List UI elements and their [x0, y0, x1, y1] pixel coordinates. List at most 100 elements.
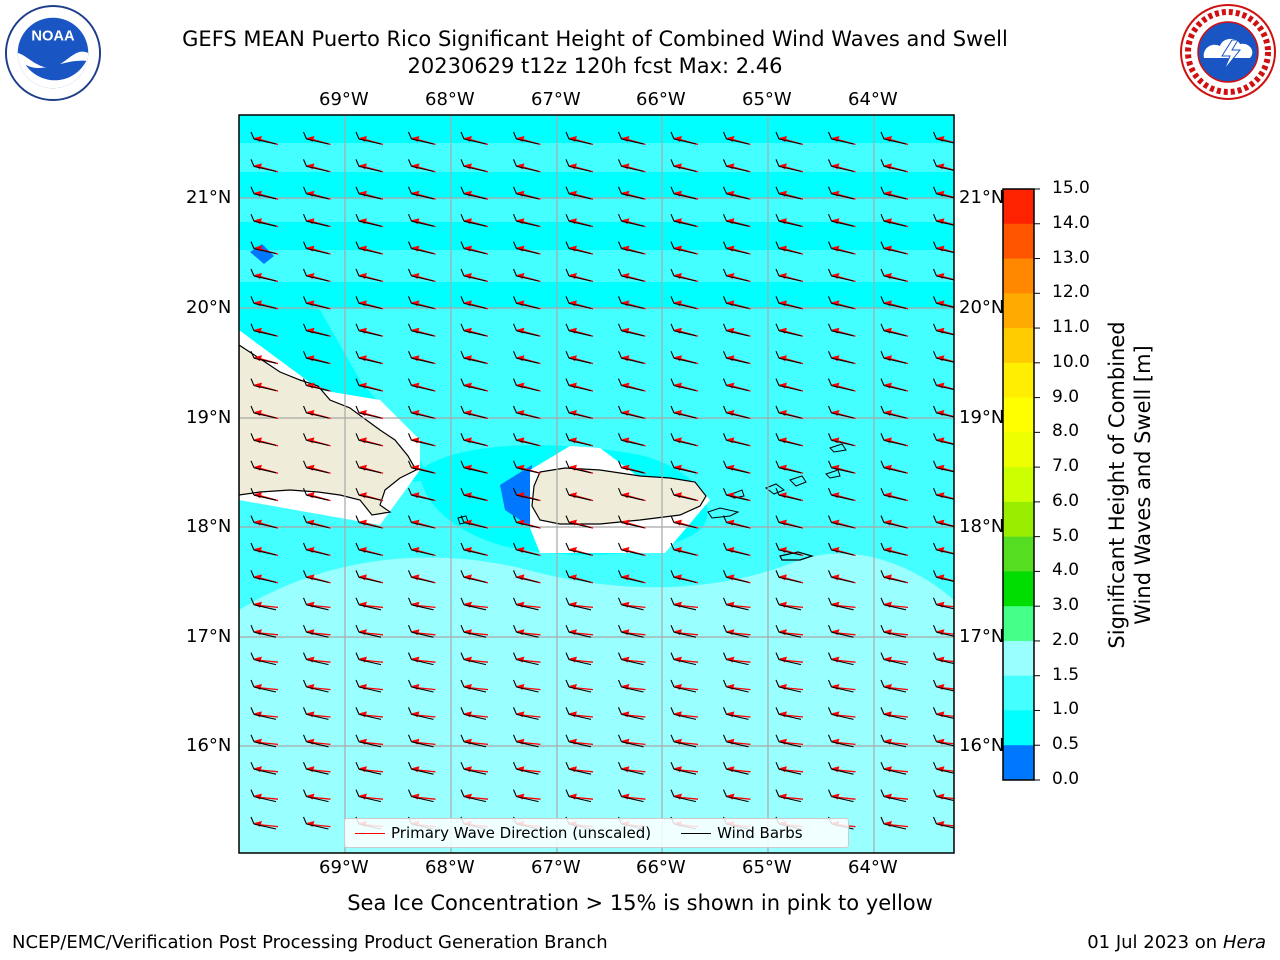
wind-barb [565, 707, 592, 720]
wind-barb [670, 679, 697, 693]
wind-barb [617, 405, 644, 419]
wind-barb [827, 131, 854, 145]
wind-barb [722, 350, 749, 364]
wind-barb [932, 487, 954, 500]
colorbar-tick-label: 9.0 [1052, 386, 1080, 407]
wind-barb [355, 296, 382, 309]
wind-barb [827, 707, 854, 720]
wind-barb [460, 323, 487, 337]
wind-barb [565, 378, 592, 392]
wind-barb [775, 707, 802, 720]
wind-barb [932, 433, 954, 445]
wind-barb [407, 624, 434, 638]
wind-barb [932, 213, 954, 226]
wind-barb [302, 487, 329, 501]
wind-barb [302, 624, 329, 638]
wind-barb [565, 159, 592, 172]
wind-barb [250, 515, 277, 529]
wind-barb [827, 323, 854, 337]
wind-barb [670, 734, 697, 748]
wind-barb [407, 515, 434, 529]
colorbar-swatch [1003, 432, 1034, 468]
colorbar-swatch [1003, 606, 1034, 642]
wind-barb [670, 296, 697, 309]
wind-barb [302, 323, 329, 337]
wind-barb [460, 624, 487, 638]
wind-barb [617, 624, 644, 638]
lon-tick-bottom: 65°W [742, 857, 792, 878]
wind-barb [355, 186, 382, 200]
lat-tick-right: 18°N [959, 516, 1005, 537]
wind-barb [460, 515, 487, 529]
colorbar-swatch [1003, 501, 1034, 538]
wind-barb [565, 131, 592, 145]
wind-barb [407, 679, 434, 693]
wind-barb [565, 789, 592, 803]
wind-barb [670, 241, 697, 255]
colorbar-swatch [1003, 362, 1034, 399]
lon-tick-top: 65°W [742, 89, 792, 110]
wind-barb [460, 433, 487, 446]
wind-barb [250, 652, 277, 666]
wind-barb [460, 213, 487, 227]
wind-barb [932, 323, 954, 336]
wind-barb [512, 707, 539, 720]
wind-barb [880, 268, 907, 282]
wind-barb [355, 570, 382, 583]
wind-barb [565, 487, 592, 501]
wind-barb [512, 213, 539, 227]
wind-barb [670, 268, 697, 282]
wind-barb [302, 570, 329, 583]
wind-barb [460, 570, 487, 583]
wind-barb [932, 570, 954, 582]
wind-barb [355, 515, 382, 529]
wind-barb [880, 241, 907, 255]
wind-barb [302, 213, 329, 227]
wind-barb [880, 323, 907, 337]
wind-barb [775, 597, 802, 611]
chart-title: GEFS MEAN Puerto Rico Significant Height… [182, 27, 1008, 51]
wind-barb [407, 789, 434, 803]
colorbar-tick-label: 2.0 [1052, 629, 1080, 650]
wind-barb [617, 679, 644, 693]
wind-barb [617, 460, 644, 474]
wind-barb [250, 542, 277, 556]
wind-barb [775, 213, 802, 227]
wind-barb [512, 350, 539, 364]
wind-barb [302, 761, 329, 775]
wind-barb [880, 652, 907, 666]
wind-barb [722, 131, 749, 145]
wind-barb [250, 378, 277, 392]
wind-barb [407, 405, 434, 419]
wind-barb [617, 350, 644, 364]
map-frame [238, 114, 955, 854]
wind-barb [302, 186, 329, 200]
wind-barb [775, 433, 802, 446]
wind-barb [827, 350, 854, 364]
wind-barb [407, 570, 434, 583]
wind-barb [670, 761, 697, 775]
wind-barb [827, 460, 854, 474]
wind-barb [775, 652, 802, 666]
wind-barb [932, 761, 954, 774]
wind-barb [512, 789, 539, 803]
wind-barb [775, 679, 802, 693]
wind-barb [407, 652, 434, 666]
wind-barb [512, 679, 539, 693]
wind-barb [880, 542, 907, 556]
wind-barb [250, 570, 277, 583]
wind-barb [722, 789, 749, 803]
wind-barb [565, 213, 592, 227]
colorbar-tick-label: 4.0 [1052, 560, 1080, 581]
wind-barb [670, 213, 697, 227]
wind-barb [407, 734, 434, 748]
wind-barb [460, 707, 487, 720]
colorbar-tick-label: 1.5 [1052, 664, 1080, 685]
wind-barb [670, 323, 697, 337]
wind-barb [512, 460, 539, 474]
wind-barb [775, 487, 802, 501]
wind-barb [880, 460, 907, 474]
colorbar-tick-label: 1.0 [1052, 699, 1080, 720]
wind-barb [355, 159, 382, 172]
noaa-logo-text: NOAA [31, 28, 75, 44]
